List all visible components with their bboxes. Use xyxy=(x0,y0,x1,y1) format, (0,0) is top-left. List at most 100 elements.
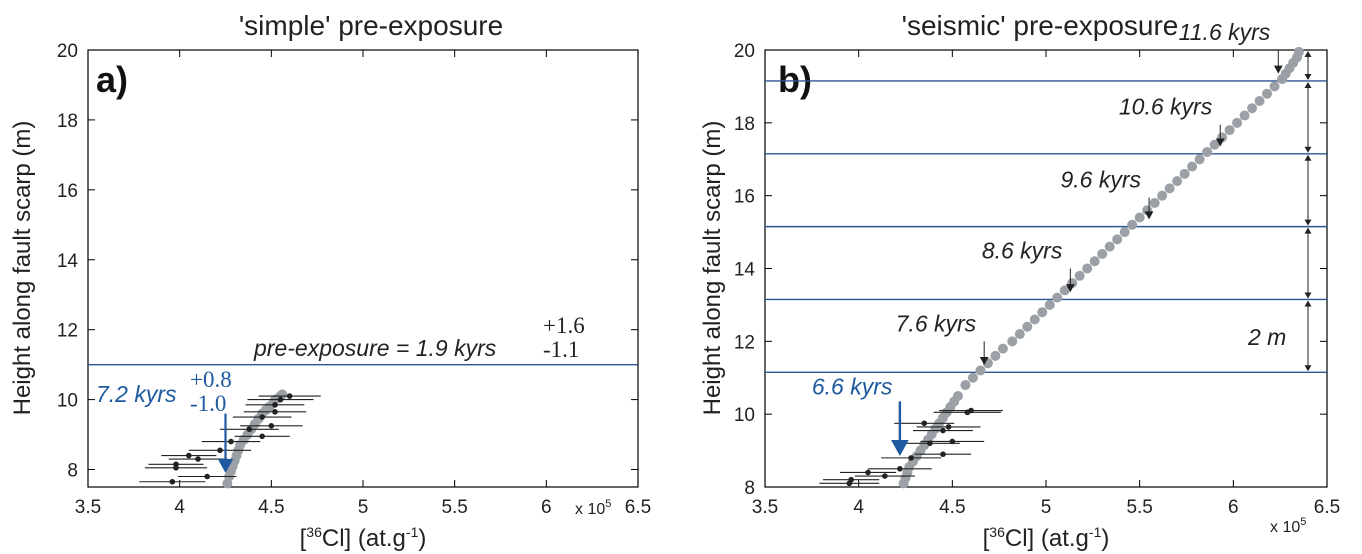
panel-a-sample-point xyxy=(169,478,176,485)
event-arrow-head xyxy=(1215,138,1225,147)
panel-b-sample-point xyxy=(949,438,956,445)
interval-arrow-head-top xyxy=(1304,81,1312,88)
event-arrow-blue-head xyxy=(891,440,909,457)
panel-a-x-multiplier: x 105 xyxy=(575,498,611,518)
pre-exposure-minus: -1.1 xyxy=(543,337,579,362)
event-arrow-head xyxy=(1273,65,1283,74)
panel-a-sample-point xyxy=(286,393,293,399)
panel-a-title: 'simple' pre-exposure xyxy=(239,10,503,41)
panel-b-model-point xyxy=(1149,197,1160,208)
panel-b-y-label: Height along fault scarp (m) xyxy=(699,121,726,416)
panel-a-ytick-label: 12 xyxy=(57,321,78,342)
panel-b-model-point xyxy=(1164,183,1175,194)
pre-exposure-label: pre-exposure = 1.9 kyrs xyxy=(253,335,497,361)
panel-b-model-point xyxy=(1269,81,1280,92)
panel-b-sample-point xyxy=(865,469,871,476)
panel-a-ytick-label: 8 xyxy=(67,461,78,482)
panel-b-xtick-label: 3.5 xyxy=(752,497,778,518)
panel-a-sample-point xyxy=(277,396,284,403)
panel-a-label: a) xyxy=(96,59,128,100)
panel-b-model-point xyxy=(1119,227,1130,238)
panel-a-age-arrow-head xyxy=(217,459,234,474)
panel-b-model-point xyxy=(1239,110,1250,121)
panel-b-sample-point xyxy=(968,407,974,414)
panel-b-ytick-label: 12 xyxy=(734,332,755,353)
panel-a-sample-point xyxy=(272,402,278,408)
interval-arrow-head-top xyxy=(1304,300,1312,307)
panel-a-xtick-label: 6.5 xyxy=(625,497,651,518)
interval-arrow-head-bottom xyxy=(1304,219,1312,226)
panel-b-model-point xyxy=(952,390,963,401)
panel-a-axes-frame xyxy=(87,49,639,488)
panel-b-ytick-label: 20 xyxy=(734,41,755,62)
panel-b-model-point xyxy=(1014,329,1025,340)
event-label: 8.6 kyrs xyxy=(982,238,1063,264)
panel-b-model-point xyxy=(1029,314,1040,325)
panel-b-model-curve xyxy=(898,46,1304,489)
panel-b-model-point xyxy=(1074,270,1085,281)
panel-a-sample-point xyxy=(173,461,179,468)
panel-a-sample-point xyxy=(186,452,192,459)
panel-b-x-label: [36Cl] (at.g-1) xyxy=(983,524,1110,552)
event-label: 11.6 kyrs xyxy=(1179,19,1271,45)
panel-b-y-ticks: 8 10 12 14 16 18 20 xyxy=(734,41,1327,499)
panel-a-xtick-label: 5 xyxy=(358,497,369,518)
panel-b-model-point xyxy=(1112,234,1123,245)
panel-b-sample-point xyxy=(921,420,928,427)
panel-b-x-multiplier: x 105 xyxy=(1270,516,1306,536)
panel-b-model-point xyxy=(1232,117,1243,128)
panel-b-sample-point xyxy=(882,473,888,479)
panel-a-ytick-label: 16 xyxy=(57,181,78,202)
panel-b-model-point xyxy=(1172,176,1183,187)
panel-b-model-point xyxy=(1052,292,1063,303)
panel-b-model-point xyxy=(1097,248,1108,259)
panel-a-sample-point xyxy=(246,426,253,433)
panel-b-samples xyxy=(819,407,1003,487)
interval-arrow-head-bottom xyxy=(1304,292,1312,299)
panel-a-sample-point xyxy=(204,473,210,480)
panel-b-model-point xyxy=(997,343,1008,354)
panel-b-ytick-label: 8 xyxy=(744,478,755,499)
panel-a-y-ticks: 8 10 12 14 16 18 20 xyxy=(57,41,638,482)
panel-b-sample-point xyxy=(940,427,946,434)
panel-b-title: 'seismic' pre-exposure xyxy=(902,10,1179,41)
event-arrow-head xyxy=(1144,211,1154,220)
panel-a-xtick-label: 6 xyxy=(541,497,552,518)
age-plus: +0.8 xyxy=(190,367,232,392)
panel-a-sample-point xyxy=(259,433,265,440)
panel-b-event-labels: 6.6 kyrs 7.6 kyrs 8.6 kyrs 9.6 kyrs 10.6 kyr… xyxy=(812,19,1283,457)
panel-b-label: b) xyxy=(778,59,812,100)
panel-b-interval-arrows xyxy=(1304,51,1312,372)
panel-a-y-label: Height along fault scarp (m) xyxy=(9,121,36,416)
panel-b-model-point xyxy=(1187,161,1198,172)
panel-b-xtick-label: 6 xyxy=(1228,497,1239,518)
event-label-blue: 6.6 kyrs xyxy=(812,373,893,399)
panel-a-ytick-label: 10 xyxy=(57,391,78,412)
interval-arrow-head-top xyxy=(1304,227,1312,234)
panel-b-ytick-label: 16 xyxy=(734,187,755,208)
interval-arrow-head-top xyxy=(1304,154,1312,161)
panel-b-model-point xyxy=(1134,212,1145,223)
panel-a-xtick-label: 4.5 xyxy=(258,497,284,518)
panel-a-sample-point xyxy=(268,423,275,429)
panel-b-model-point xyxy=(960,380,971,391)
panel-b-model-point xyxy=(1202,146,1213,157)
panel-b-title-text: 'seismic' pre-exposure xyxy=(902,10,1179,41)
panel-b-model-point xyxy=(1104,241,1115,252)
panel-a-ytick-label: 20 xyxy=(57,41,78,62)
panel-b-xtick-label: 6.5 xyxy=(1314,497,1340,518)
panel-b-sample-point xyxy=(940,451,946,458)
panel-b-model-point xyxy=(1224,125,1235,136)
panel-b-ytick-label: 10 xyxy=(734,405,755,426)
age-label: 7.2 kyrs xyxy=(96,381,177,407)
panel-b-x-ticks: 3.5 4 4.5 5 5.5 6 6.5 xyxy=(752,50,1340,518)
pre-exposure-plus: +1.6 xyxy=(543,313,585,338)
panel-b-model-point xyxy=(975,365,986,376)
panel-b-model-point xyxy=(1089,256,1100,267)
panel-b: 'seismic' pre-exposure b) 8101214161820 … xyxy=(699,10,1340,552)
panel-a-sample-point xyxy=(259,414,265,420)
event-label: 10.6 kyrs xyxy=(1119,94,1213,120)
panel-b-xtick-label: 5 xyxy=(1041,497,1052,518)
panel-b-model-point xyxy=(1179,168,1190,179)
